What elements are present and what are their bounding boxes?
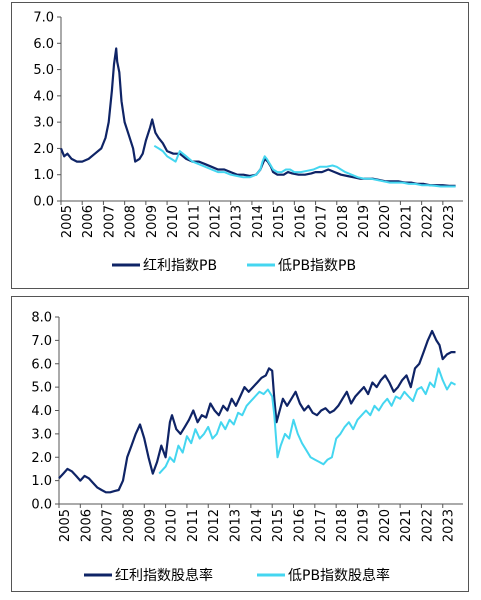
y-tick-label: 4.0 — [33, 89, 54, 104]
x-tick-label: 2005 — [60, 205, 75, 238]
x-tick-label: 2020 — [378, 205, 393, 238]
x-tick-label: 2022 — [420, 509, 435, 542]
dividend-yield-chart-panel: 0.0 1.0 2.0 3.0 4.0 5.0 6.0 7.0 8.0 2005 2006 2007 2… — [11, 296, 469, 592]
series-line-1 — [58, 329, 456, 494]
y-tick-label: 7.0 — [31, 334, 52, 349]
x-tick-label: 2011 — [186, 509, 201, 542]
x-tick-label: 2021 — [399, 205, 414, 238]
legend-label-1: 红利指数股息率 — [115, 567, 213, 584]
x-tick-label: 2016 — [293, 509, 308, 542]
x-tick-label: 2012 — [207, 509, 222, 542]
x-tick-label: 2009 — [143, 509, 158, 542]
y-tick-label: 8.0 — [31, 311, 52, 326]
x-tick-label: 2023 — [442, 205, 457, 238]
y-tick-label: 0.0 — [33, 195, 54, 210]
x-tick-label: 2017 — [314, 509, 329, 542]
legend-label-2: 低PB指数股息率 — [288, 567, 390, 584]
x-tick-label: 2020 — [378, 509, 393, 542]
y-tick-label: 3.0 — [31, 427, 52, 442]
pb-chart: 0.0 1.0 2.0 3.0 4.0 5.0 6.0 7.0 2005 2006 2007 2008… — [33, 11, 463, 274]
dividend-yield-chart: 0.0 1.0 2.0 3.0 4.0 5.0 6.0 7.0 8.0 2005 2006 2007 2… — [31, 311, 463, 584]
x-tick-label: 2018 — [336, 205, 351, 238]
x-tick-label: 2018 — [335, 509, 350, 542]
x-tick-label: 2005 — [58, 509, 73, 542]
x-tick-label: 2014 — [251, 205, 266, 238]
x-tick-label: 2011 — [187, 205, 202, 238]
x-tick-label: 2012 — [208, 205, 223, 238]
legend-label-1: 红利指数PB — [143, 258, 217, 274]
x-tick-label: 2010 — [166, 205, 181, 238]
y-tick-label: 5.0 — [31, 381, 52, 396]
pb-chart-panel: 0.0 1.0 2.0 3.0 4.0 5.0 6.0 7.0 2005 2006 2007 2008… — [11, 2, 469, 289]
x-tick-label: 2009 — [145, 205, 160, 238]
y-tick-label: 4.0 — [31, 404, 52, 419]
x-tick-label: 2019 — [357, 205, 372, 238]
series-line-2 — [158, 367, 456, 475]
x-tick-label: 2015 — [271, 509, 286, 542]
x-tick-label: 2008 — [122, 509, 137, 542]
x-tick-label: 2013 — [230, 205, 245, 238]
legend-label-2: 低PB指数PB — [278, 258, 356, 274]
x-tick-label: 2019 — [356, 509, 371, 542]
series-line-1 — [59, 47, 456, 187]
x-tick-label: 2017 — [315, 205, 330, 238]
y-tick-label: 0.0 — [31, 498, 52, 513]
y-tick-label: 6.0 — [31, 357, 52, 372]
x-tick-label: 2006 — [81, 205, 96, 238]
x-tick-label: 2016 — [293, 205, 308, 238]
y-tick-label: 2.0 — [31, 451, 52, 466]
y-tick-label: 2.0 — [33, 142, 54, 157]
x-tick-label: 2007 — [102, 205, 117, 238]
y-tick-label: 1.0 — [31, 474, 52, 489]
x-tick-label: 2022 — [421, 205, 436, 238]
x-tick-label: 2021 — [399, 509, 414, 542]
y-tick-label: 1.0 — [33, 168, 54, 183]
series-line-2 — [153, 144, 456, 188]
y-tick-label: 5.0 — [33, 63, 54, 78]
x-tick-label: 2010 — [165, 509, 180, 542]
x-tick-label: 2023 — [442, 509, 457, 542]
x-tick-label: 2013 — [229, 509, 244, 542]
x-tick-label: 2014 — [250, 509, 265, 542]
x-tick-label: 2008 — [124, 205, 139, 238]
y-tick-label: 3.0 — [33, 116, 54, 131]
y-tick-label: 7.0 — [33, 11, 54, 26]
y-tick-label: 6.0 — [33, 37, 54, 52]
x-tick-label: 2007 — [101, 509, 116, 542]
x-tick-label: 2015 — [272, 205, 287, 238]
x-tick-label: 2006 — [79, 509, 94, 542]
